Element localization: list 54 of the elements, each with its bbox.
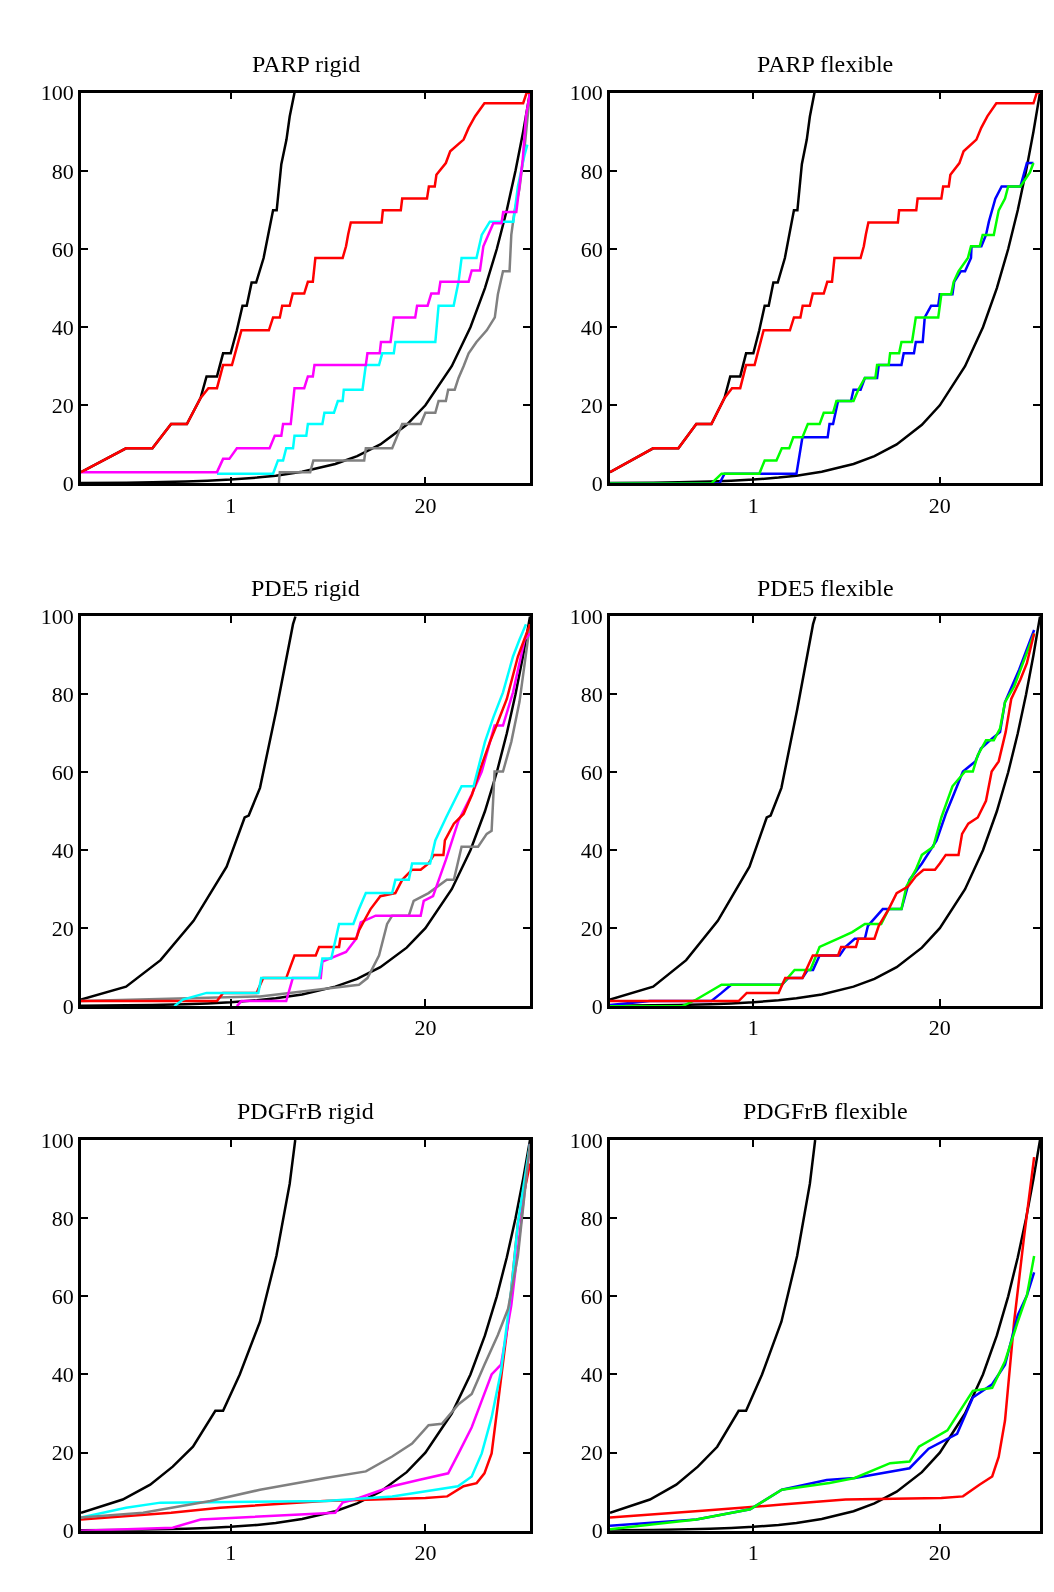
x-tick-label: 1: [225, 1539, 237, 1565]
y-tick-label: 80: [51, 682, 74, 708]
y-tick-label: 60: [580, 759, 603, 785]
y-tick-label: 20: [51, 915, 74, 941]
x-tick-label: 20: [928, 1015, 951, 1041]
y-tick-label: 100: [569, 1127, 603, 1153]
chart-title: PDGFrB rigid: [237, 1098, 374, 1124]
x-tick-label: 20: [414, 492, 437, 518]
y-tick-label: 0: [62, 1518, 74, 1544]
x-tick-label: 1: [225, 1015, 237, 1041]
y-tick-label: 40: [51, 314, 74, 340]
y-tick-label: 100: [40, 1127, 74, 1153]
chart-title: PDE5 flexible: [757, 575, 894, 601]
x-tick-label: 1: [225, 492, 237, 518]
y-tick-label: 20: [580, 1440, 603, 1466]
y-tick-label: 20: [51, 1440, 74, 1466]
y-tick-label: 20: [580, 915, 603, 941]
y-tick-label: 60: [51, 236, 74, 262]
y-tick-label: 40: [51, 837, 74, 863]
chart-title: PDGFrB flexible: [743, 1098, 908, 1124]
y-tick-label: 0: [591, 471, 603, 497]
y-tick-label: 80: [51, 158, 74, 184]
y-tick-label: 100: [569, 604, 603, 630]
chart-title: PARP flexible: [757, 51, 894, 77]
y-tick-label: 60: [51, 1284, 74, 1310]
y-tick-label: 60: [580, 1284, 603, 1310]
x-tick-label: 1: [747, 1539, 759, 1565]
y-tick-label: 80: [580, 682, 603, 708]
chart-title: PDE5 rigid: [251, 575, 360, 601]
y-tick-label: 0: [62, 993, 74, 1019]
y-tick-label: 0: [591, 993, 603, 1019]
y-tick-label: 0: [62, 471, 74, 497]
y-tick-label: 100: [40, 80, 74, 106]
x-tick-label: 20: [414, 1015, 437, 1041]
y-tick-label: 20: [51, 393, 74, 419]
y-tick-label: 100: [569, 80, 603, 106]
y-tick-label: 80: [51, 1205, 74, 1231]
y-tick-label: 40: [580, 837, 603, 863]
x-tick-label: 20: [928, 1539, 951, 1565]
y-tick-label: 40: [580, 314, 603, 340]
y-tick-label: 100: [40, 604, 74, 630]
y-tick-label: 20: [580, 393, 603, 419]
y-tick-label: 40: [51, 1362, 74, 1388]
y-tick-label: 80: [580, 1205, 603, 1231]
y-tick-label: 0: [591, 1518, 603, 1544]
y-tick-label: 60: [580, 236, 603, 262]
x-tick-label: 1: [747, 492, 759, 518]
x-tick-label: 20: [928, 492, 951, 518]
y-tick-label: 60: [51, 759, 74, 785]
y-tick-label: 80: [580, 158, 603, 184]
chart-title: PARP rigid: [252, 51, 361, 77]
x-tick-label: 20: [414, 1539, 437, 1565]
y-tick-label: 40: [580, 1362, 603, 1388]
x-tick-label: 1: [747, 1015, 759, 1041]
